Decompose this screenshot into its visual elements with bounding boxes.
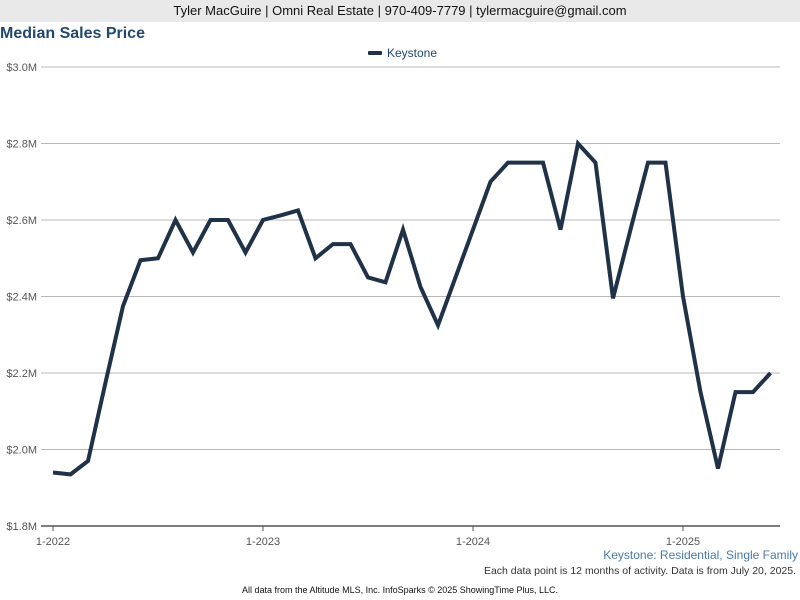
contact-header: Tyler MacGuire | Omni Real Estate | 970-… bbox=[0, 0, 800, 22]
footer-credits: All data from the Altitude MLS, Inc. Inf… bbox=[242, 585, 558, 595]
contact-line: Tyler MacGuire | Omni Real Estate | 970-… bbox=[173, 3, 627, 18]
series-layer bbox=[52, 139, 772, 477]
y-tick-label: $2.4M bbox=[6, 292, 37, 304]
y-tick-label: $1.8M bbox=[6, 521, 37, 533]
y-tick-label: $2.0M bbox=[6, 445, 37, 457]
y-tick-label: $2.6M bbox=[6, 215, 37, 227]
legend-swatch bbox=[368, 51, 382, 55]
axis-layer: $1.8M $2.0M $2.2M $2.4M $2.6M $2.8M $3.0M 1-202… bbox=[6, 62, 780, 545]
market-label: Keystone: Residential, Single Family bbox=[603, 548, 798, 562]
chart-title: Median Sales Price bbox=[0, 25, 145, 42]
x-tick-label: 1-2023 bbox=[246, 536, 280, 545]
series-line-keystone bbox=[52, 139, 772, 477]
x-tick-label: 1-2024 bbox=[456, 536, 490, 545]
data-note: Each data point is 12 months of activity… bbox=[483, 565, 796, 577]
chart-legend[interactable]: Keystone bbox=[368, 46, 437, 60]
x-tick-label: 1-2022 bbox=[36, 536, 70, 545]
y-tick-label: $2.2M bbox=[6, 368, 37, 380]
y-tick-label: $3.0M bbox=[6, 62, 37, 74]
x-tick-label: 1-2025 bbox=[666, 536, 700, 545]
legend-label-keystone: Keystone bbox=[387, 46, 438, 60]
grid-layer bbox=[41, 66, 780, 450]
median-price-chart: $1.8M $2.0M $2.2M $2.4M $2.6M $2.8M $3.0M 1-202… bbox=[6, 62, 780, 545]
y-tick-label: $2.8M bbox=[6, 139, 37, 151]
